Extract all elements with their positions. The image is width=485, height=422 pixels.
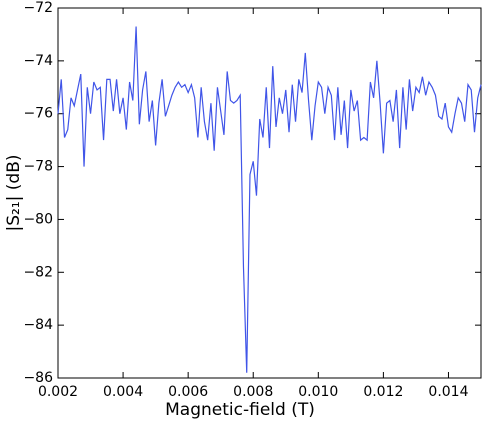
- y-axis-label: |S₂₁| (dB): [4, 155, 24, 232]
- x-tick-label: 0.002: [38, 384, 78, 400]
- y-tick-label: −76: [23, 106, 53, 122]
- y-tick-label: −84: [23, 317, 53, 333]
- x-axis-label: Magnetic-field (T): [165, 400, 315, 420]
- y-tick-label: −72: [23, 0, 53, 16]
- y-tick-label: −86: [23, 370, 53, 386]
- plot-frame: [57, 7, 482, 379]
- y-tick-label: −80: [23, 211, 53, 227]
- x-tick-label: 0.008: [233, 384, 273, 400]
- y-tick-label: −78: [23, 159, 53, 175]
- x-tick-label: 0.006: [168, 384, 208, 400]
- x-tick-label: 0.004: [103, 384, 143, 400]
- x-tick-label: 0.010: [298, 384, 338, 400]
- x-tick-label: 0.014: [428, 384, 468, 400]
- y-tick-label: −74: [23, 53, 53, 69]
- data-line: [57, 26, 482, 373]
- y-tick-label: −82: [23, 264, 53, 280]
- x-tick-label: 0.012: [363, 384, 403, 400]
